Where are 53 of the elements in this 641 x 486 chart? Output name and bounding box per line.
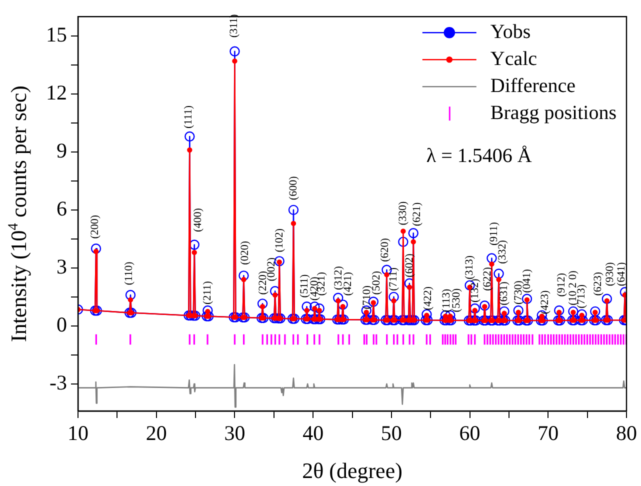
legend-label: Ycalc [490,48,538,70]
annotation: (620) [379,238,392,262]
annotation: (311) [228,14,240,38]
annotation: (111) [182,105,194,129]
annotation: (423) [538,290,551,314]
annotation: (912) [555,272,568,297]
annotation: (200) [89,214,102,239]
annotation: (330) [397,201,410,226]
annotation: (600) [287,176,300,200]
annotation: (711) [388,267,400,291]
annotation: (622) [482,266,494,291]
y-tick-label: 9 [56,138,67,162]
annotation: (113) [440,288,453,312]
x-tick-label: 20 [146,421,167,446]
x-axis-title: 2θ (degree) [302,458,402,483]
x-tick-label: 80 [616,421,637,446]
annotation: (621) [411,202,424,226]
x-tick-label: 50 [380,421,402,446]
annotation: (211) [202,280,214,304]
annotation: (020) [238,240,251,265]
annotation: (930) [604,262,616,286]
annotation: (713) [576,284,588,308]
annotation: λ = 1.5406 Å [426,144,532,167]
legend-label: Yobs [490,20,531,43]
x-tick-label: 70 [538,421,559,446]
x-tick-label: 40 [302,421,324,446]
annotation: (313) [464,255,476,280]
y-tick-label: 6 [56,196,67,220]
annotation: (641) [615,262,628,286]
y-tick-label: 15 [46,22,67,46]
x-tick-label: 60 [459,421,480,446]
annotation: (730) [512,280,524,304]
x-tick-label: 30 [224,421,246,446]
annotation: (132) [468,278,481,303]
annotation: (102) [274,228,286,252]
annotation: (631) [498,281,510,306]
annotation: (220) [256,270,269,295]
y-axis-title: Intensity (104 counts per sec) [6,86,31,342]
legend-label: Bragg positions [490,102,617,124]
annotation: (511) [298,274,310,298]
y-tick-label: -3 [50,370,67,394]
x-tick-label: 10 [68,421,88,446]
y-tick-label: 3 [56,254,67,278]
annotation: (400) [192,208,204,232]
annotation: (602) [403,253,416,278]
annotation: (421) [342,272,354,296]
annotation: (623) [592,272,604,296]
y-tick-label: 12 [46,80,67,104]
y-tick-label: 0 [56,312,67,336]
annotation: (422) [422,286,434,310]
annotation: (110) [122,261,135,286]
legend-label: Difference [490,74,576,97]
annotation: (312) [332,266,344,290]
